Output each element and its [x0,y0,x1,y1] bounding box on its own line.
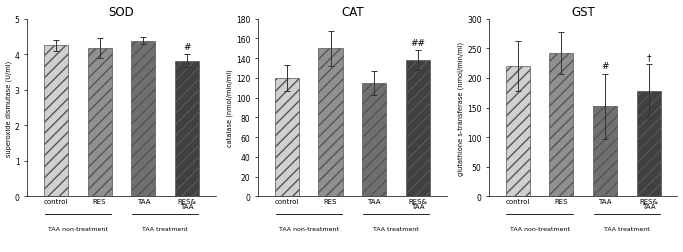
Text: TAA treatment: TAA treatment [142,226,188,231]
Bar [593,107,617,197]
Text: #: # [602,62,609,71]
Text: TAA non-treatment: TAA non-treatment [48,226,108,231]
Bar [131,42,156,197]
Bar [44,46,68,197]
Text: TAA treatment: TAA treatment [604,226,650,231]
Y-axis label: glutathione s-transferase (nmol/min/ml): glutathione s-transferase (nmol/min/ml) [458,41,464,175]
Bar [406,61,430,197]
Text: #: # [184,43,191,51]
Bar [637,91,661,197]
Text: TAA non-treatment: TAA non-treatment [279,226,339,231]
Text: TAA treatment: TAA treatment [374,226,419,231]
Text: ##: ## [410,39,426,48]
Bar [505,67,530,197]
Title: CAT: CAT [341,6,364,18]
Title: GST: GST [572,6,595,18]
Bar [362,83,387,197]
Text: TAA non-treatment: TAA non-treatment [510,226,570,231]
Bar [275,79,298,197]
Bar [318,49,343,197]
Bar [549,54,574,197]
Y-axis label: superoxide dismutase (U/ml): superoxide dismutase (U/ml) [5,60,12,156]
Title: SOD: SOD [109,6,135,18]
Y-axis label: catalase (nmol/min/ml): catalase (nmol/min/ml) [227,69,234,147]
Bar [175,61,199,197]
Text: †: † [647,53,651,61]
Bar [87,49,111,197]
